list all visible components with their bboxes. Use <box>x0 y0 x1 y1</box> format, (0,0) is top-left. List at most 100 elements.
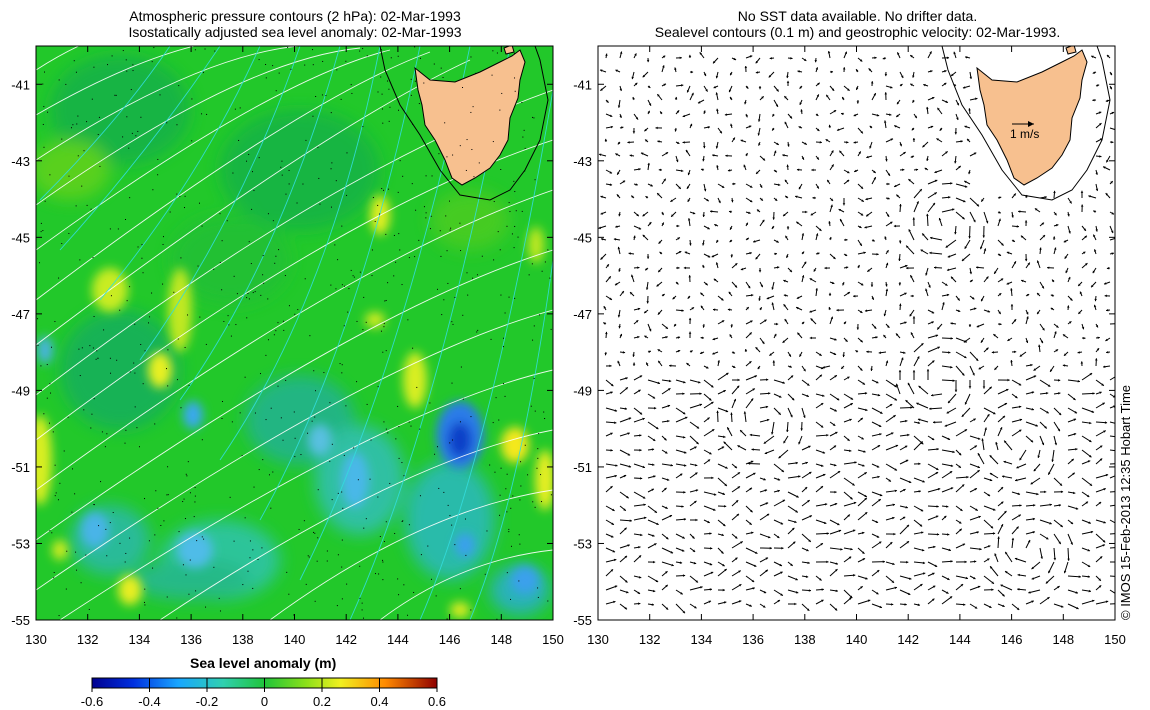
velocity-arrowhead <box>780 522 784 525</box>
velocity-arrowhead <box>723 441 727 445</box>
velocity-arrowhead <box>893 532 896 536</box>
velocity-arrowhead <box>763 441 767 444</box>
velocity-arrowhead <box>964 355 967 359</box>
velocity-arrowhead <box>952 450 955 454</box>
velocity-arrowhead <box>976 203 979 207</box>
velocity-arrowhead <box>833 256 836 260</box>
velocity-arrowhead <box>870 368 873 371</box>
velocity-arrowhead <box>643 503 646 507</box>
velocity-arrowhead <box>936 505 939 508</box>
velocity-arrowhead <box>614 282 618 286</box>
credit-text: © IMOS 15-Feb-2013 12:35 Hobart Time <box>1118 384 1133 620</box>
x-tick-label-right: 142 <box>897 632 919 647</box>
velocity-arrowhead <box>754 375 757 378</box>
velocity-arrowhead <box>819 140 822 144</box>
velocity-arrowhead <box>622 351 626 354</box>
velocity-arrowhead <box>652 589 656 593</box>
velocity-arrowhead <box>850 403 853 406</box>
velocity-arrowhead <box>909 577 912 580</box>
velocity-arrowhead <box>705 89 708 92</box>
velocity-arrowhead <box>935 515 939 518</box>
velocity-arrowhead <box>727 427 730 430</box>
velocity-arrowhead <box>604 352 608 356</box>
velocity-arrowhead <box>836 522 840 526</box>
velocity-arrowhead <box>1004 440 1007 444</box>
velocity-arrowhead <box>968 236 971 239</box>
velocity-arrowhead <box>639 477 643 480</box>
velocity-arrowhead <box>776 240 779 243</box>
velocity-arrowhead <box>859 225 862 229</box>
velocity-arrowhead <box>946 293 950 297</box>
velocity-arrowhead <box>1045 537 1049 540</box>
velocity-arrowhead <box>895 383 899 387</box>
velocity-arrowhead <box>906 560 909 564</box>
velocity-arrowhead <box>713 278 717 282</box>
velocity-arrowhead <box>1017 492 1021 496</box>
velocity-arrow <box>1081 599 1095 605</box>
velocity-arrowhead <box>646 59 650 63</box>
velocity-arrowhead <box>640 533 643 537</box>
velocity-arrowhead <box>1077 351 1080 354</box>
velocity-arrowhead <box>695 489 699 492</box>
velocity-arrowhead <box>847 88 850 91</box>
velocity-arrowhead <box>865 197 868 201</box>
velocity-arrowhead <box>693 561 697 565</box>
velocity-arrowhead <box>877 475 880 479</box>
velocity-arrowhead <box>750 460 754 464</box>
velocity-arrowhead <box>1105 193 1109 196</box>
tasmania-landmass-right <box>941 46 1111 201</box>
velocity-arrowhead <box>1096 348 1100 351</box>
velocity-arrowhead <box>752 388 755 391</box>
velocity-arrowhead <box>772 360 776 363</box>
velocity-arrowhead <box>1069 201 1072 204</box>
velocity-arrow <box>815 532 829 535</box>
velocity-arrowhead <box>1092 71 1096 74</box>
velocity-arrowhead <box>1000 524 1004 527</box>
velocity-arrowhead <box>972 372 975 376</box>
velocity-arrowhead <box>784 318 787 322</box>
velocity-arrowhead <box>903 489 906 492</box>
velocity-arrowhead <box>822 394 825 397</box>
velocity-arrowhead <box>1000 584 1003 587</box>
velocity-arrowhead <box>800 428 803 431</box>
velocity-arrowhead <box>910 406 913 409</box>
velocity-arrowhead <box>1010 304 1014 307</box>
velocity-arrowhead <box>1098 502 1102 505</box>
sample-points <box>37 46 553 620</box>
velocity-arrowhead <box>767 535 771 539</box>
velocity-arrowhead <box>815 288 818 291</box>
velocity-arrowhead <box>877 393 881 397</box>
velocity-arrowhead <box>1010 288 1013 291</box>
velocity-arrowhead <box>893 415 896 418</box>
velocity-arrowhead <box>950 464 954 467</box>
velocity-arrowhead <box>961 484 965 487</box>
velocity-arrowhead <box>800 109 803 112</box>
velocity-arrowhead <box>1091 599 1095 603</box>
velocity-arrowhead <box>1080 190 1084 193</box>
velocity-arrowhead <box>886 214 890 217</box>
velocity-arrowhead <box>964 246 967 249</box>
velocity-arrowhead <box>738 570 741 573</box>
velocity-arrowhead <box>858 151 861 154</box>
velocity-arrowhead <box>875 520 879 523</box>
velocity-arrowhead <box>670 551 674 554</box>
velocity-arrow <box>1109 449 1115 452</box>
velocity-arrow <box>885 444 899 451</box>
velocity-arrowhead <box>632 96 635 100</box>
velocity-arrowhead <box>1088 521 1091 524</box>
velocity-arrowhead <box>986 276 989 279</box>
velocity-arrowhead <box>799 354 802 357</box>
velocity-arrowhead <box>783 294 787 297</box>
velocity-arrowhead <box>731 199 734 203</box>
velocity-arrowhead <box>876 591 879 595</box>
left-title-line-2: Isostatically adjusted sea level anomaly… <box>128 24 462 40</box>
velocity-arrowhead <box>766 418 770 422</box>
velocity-arrowhead <box>982 386 986 389</box>
velocity-arrowhead <box>895 444 899 448</box>
velocity-arrowhead <box>828 307 831 310</box>
velocity-arrowhead <box>646 301 650 304</box>
velocity-arrowhead <box>743 164 746 168</box>
velocity-arrowhead <box>1089 421 1092 425</box>
velocity-arrowhead <box>687 296 691 299</box>
velocity-arrowhead <box>1078 311 1081 314</box>
